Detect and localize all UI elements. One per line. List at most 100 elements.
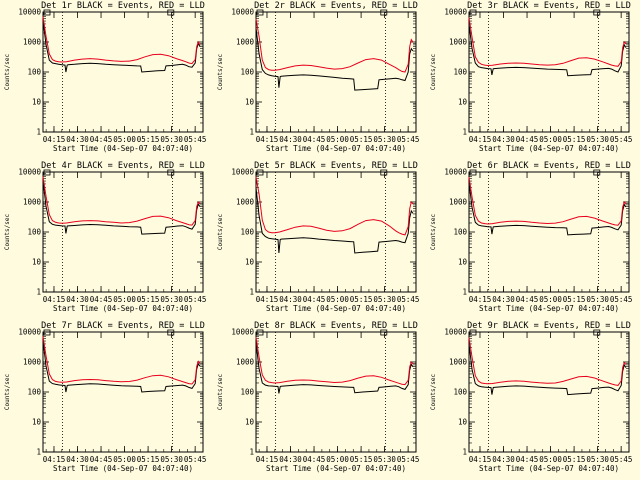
x-tick-label: 04:45 bbox=[303, 455, 326, 464]
y-tick-label: 10 bbox=[32, 258, 42, 267]
series-line-events bbox=[255, 27, 414, 91]
y-tick-label: 1 bbox=[462, 288, 467, 297]
y-tick-label: 10000 bbox=[231, 328, 254, 337]
x-tick-label: 04:45 bbox=[516, 295, 539, 304]
x-tick-label: 04:30 bbox=[279, 295, 302, 304]
y-axis-label: Counts/sec bbox=[430, 54, 437, 91]
chart-title: Det 8r BLACK = Events, RED = LLD bbox=[254, 321, 418, 331]
series-line-events bbox=[255, 342, 414, 394]
x-tick-label: 04:45 bbox=[90, 455, 113, 464]
corner-marker-right bbox=[167, 9, 175, 16]
x-axis-label: Start Time (04-Sep-07 04:07:40) bbox=[266, 304, 406, 313]
y-tick-label: 1 bbox=[249, 448, 254, 457]
series-line-events bbox=[255, 187, 414, 254]
corner-marker-right bbox=[593, 9, 601, 16]
corner-marker-left bbox=[469, 169, 477, 176]
x-tick-label: 05:45 bbox=[397, 295, 420, 304]
x-axis-label: Start Time (04-Sep-07 04:07:40) bbox=[53, 304, 193, 313]
y-axis-label: Counts/sec bbox=[4, 374, 11, 411]
corner-marker-right bbox=[167, 169, 175, 176]
corner-marker-right bbox=[380, 169, 388, 176]
y-tick-label: 100 bbox=[240, 228, 254, 237]
chart-title: Det 6r BLACK = Events, RED = LLD bbox=[467, 161, 631, 171]
x-tick-label: 04:30 bbox=[66, 455, 89, 464]
y-tick-label: 100 bbox=[453, 68, 467, 77]
corner-marker-left bbox=[256, 329, 264, 336]
x-tick-label: 05:30 bbox=[373, 295, 396, 304]
y-tick-label: 10 bbox=[245, 258, 255, 267]
x-tick-label: 04:45 bbox=[303, 295, 326, 304]
series-line-lld bbox=[468, 17, 627, 67]
chart-title: Det 3r BLACK = Events, RED = LLD bbox=[467, 1, 631, 11]
x-axis-label: Start Time (04-Sep-07 04:07:40) bbox=[479, 464, 619, 473]
x-tick-label: 04:15 bbox=[256, 135, 279, 144]
y-axis-label: Counts/sec bbox=[4, 54, 11, 91]
y-tick-label: 1000 bbox=[236, 358, 255, 367]
x-tick-label: 05:15 bbox=[350, 135, 373, 144]
x-tick-label: 04:15 bbox=[43, 455, 66, 464]
chart-det-5r: Det 5r BLACK = Events, RED = LLD 1 10 100 10… bbox=[217, 161, 419, 313]
y-axis-label: Counts/sec bbox=[430, 214, 437, 251]
chart-title: Det 5r BLACK = Events, RED = LLD bbox=[254, 161, 418, 171]
x-tick-label: 05:15 bbox=[137, 135, 160, 144]
y-tick-label: 10 bbox=[458, 98, 468, 107]
chart-det-8r: Det 8r BLACK = Events, RED = LLD 1 10 100 10… bbox=[217, 321, 419, 473]
x-tick-label: 05:00 bbox=[113, 455, 136, 464]
series-line-lld bbox=[255, 336, 414, 386]
series-line-events bbox=[468, 343, 627, 396]
chart-det-9r: Det 9r BLACK = Events, RED = LLD 1 10 100 10… bbox=[430, 321, 632, 473]
x-tick-label: 05:15 bbox=[563, 295, 586, 304]
y-tick-label: 10 bbox=[245, 98, 255, 107]
series-line-lld bbox=[42, 16, 201, 65]
corner-marker-right bbox=[593, 169, 601, 176]
x-tick-label: 05:45 bbox=[610, 135, 633, 144]
corner-marker-left bbox=[43, 9, 51, 16]
x-tick-label: 05:45 bbox=[610, 455, 633, 464]
chart-det-6r: Det 6r BLACK = Events, RED = LLD 1 10 100 10… bbox=[430, 161, 632, 313]
y-tick-label: 1 bbox=[249, 128, 254, 137]
x-axis-label: Start Time (04-Sep-07 04:07:40) bbox=[479, 304, 619, 313]
y-tick-label: 10 bbox=[458, 418, 468, 427]
y-tick-label: 10 bbox=[245, 418, 255, 427]
y-tick-label: 1000 bbox=[23, 358, 42, 367]
chart-title: Det 7r BLACK = Events, RED = LLD bbox=[41, 321, 205, 331]
y-axis-label: Counts/sec bbox=[217, 374, 224, 411]
x-tick-label: 04:30 bbox=[492, 295, 515, 304]
chart-det-1r: Det 1r BLACK = Events, RED = LLD 1 10 100 10… bbox=[4, 1, 206, 153]
y-tick-label: 10 bbox=[32, 98, 42, 107]
x-tick-label: 05:15 bbox=[563, 455, 586, 464]
y-tick-label: 10000 bbox=[444, 328, 467, 337]
x-axis-label: Start Time (04-Sep-07 04:07:40) bbox=[266, 144, 406, 153]
y-axis-label: Counts/sec bbox=[4, 214, 11, 251]
x-tick-label: 05:30 bbox=[160, 295, 183, 304]
corner-marker-right bbox=[380, 9, 388, 16]
series-line-lld bbox=[468, 337, 627, 386]
y-tick-label: 10000 bbox=[231, 168, 254, 177]
y-tick-label: 100 bbox=[240, 68, 254, 77]
x-tick-label: 05:15 bbox=[350, 455, 373, 464]
y-tick-label: 10000 bbox=[18, 8, 41, 17]
x-tick-label: 04:15 bbox=[469, 135, 492, 144]
corner-marker-left bbox=[43, 329, 51, 336]
corner-marker-left bbox=[43, 169, 51, 176]
y-tick-label: 100 bbox=[453, 228, 467, 237]
x-tick-label: 05:30 bbox=[160, 135, 183, 144]
y-tick-label: 1 bbox=[462, 128, 467, 137]
x-tick-label: 05:45 bbox=[397, 455, 420, 464]
corner-marker-left bbox=[256, 9, 264, 16]
x-tick-label: 05:45 bbox=[610, 295, 633, 304]
y-tick-label: 100 bbox=[27, 228, 41, 237]
y-tick-label: 10 bbox=[32, 418, 42, 427]
series-line-events bbox=[42, 20, 201, 73]
corner-marker-left bbox=[256, 169, 264, 176]
y-tick-label: 1000 bbox=[449, 358, 468, 367]
series-line-lld bbox=[468, 176, 627, 226]
y-tick-label: 100 bbox=[27, 388, 41, 397]
y-tick-label: 100 bbox=[453, 388, 467, 397]
x-tick-label: 04:15 bbox=[469, 455, 492, 464]
x-tick-label: 05:00 bbox=[113, 295, 136, 304]
series-line-lld bbox=[255, 176, 414, 236]
x-tick-label: 04:45 bbox=[516, 455, 539, 464]
